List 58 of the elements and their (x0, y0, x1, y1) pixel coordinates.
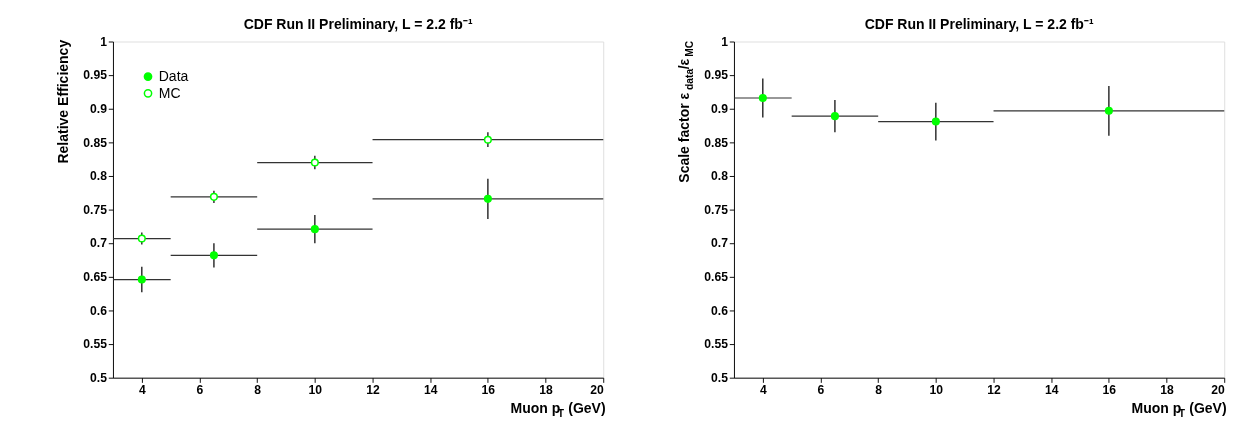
x-tick-label: 4 (759, 383, 767, 398)
y-tick-label: 0.75 (83, 202, 108, 217)
point (310, 225, 319, 234)
y-tick-label: 0.7 (90, 236, 108, 251)
x-tick-label: 8 (875, 383, 883, 398)
x-tick-label: 16 (481, 383, 496, 398)
x-tick-label: 16 (1102, 383, 1117, 398)
y-tick-label: 0.5 (711, 370, 729, 385)
y-tick-label: 0.5 (90, 370, 108, 385)
y-tick-label: 0.9 (711, 101, 729, 116)
point (483, 135, 492, 144)
point (758, 93, 767, 103)
point (209, 192, 218, 201)
y-tick-label: 0.6 (90, 303, 108, 318)
x-tick-label: 18 (539, 383, 554, 398)
y-tick-label: 0.95 (83, 68, 108, 83)
y-tick-label: 1 (100, 34, 108, 49)
x-tick-label: 14 (423, 383, 438, 398)
x-tick-label: 12 (987, 383, 1001, 398)
y-tick-label: 0.85 (704, 135, 729, 150)
legend-label: Data (158, 68, 189, 85)
point (1104, 106, 1113, 115)
point (931, 117, 940, 126)
point (310, 158, 319, 167)
x-tick-label: 18 (1160, 383, 1175, 398)
y-tick-label: 0.9 (90, 101, 108, 116)
chart-title: CDF Run II Preliminary, L = 2.2 fb⁻¹ (864, 16, 1094, 33)
x-tick-label: 8 (254, 383, 262, 398)
y-tick-label: 0.75 (704, 202, 729, 217)
y-tick-label: 0.55 (704, 337, 729, 352)
x-tick-label: 6 (196, 383, 204, 398)
y-tick-label: 0.55 (83, 337, 108, 352)
x-tick-label: 14 (1044, 383, 1059, 398)
x-tick-label: 4 (138, 383, 146, 398)
y-tick-label: 1 (721, 34, 729, 49)
point (209, 251, 218, 260)
x-tick-label: 10 (308, 383, 323, 398)
x-tick-label: 20 (590, 383, 604, 398)
x-tick-label: 6 (817, 383, 825, 398)
y-axis-title: Relative Efficiency (55, 39, 72, 164)
y-tick-label: 0.7 (711, 236, 729, 251)
y-tick-label: 0.6 (711, 303, 729, 318)
y-tick-label: 0.85 (83, 135, 108, 150)
chart-title: CDF Run II Preliminary, L = 2.2 fb⁻¹ (243, 16, 473, 33)
x-tick-label: 20 (1211, 383, 1225, 398)
y-tick-label: 0.95 (704, 68, 729, 83)
y-tick-label: 0.65 (83, 270, 108, 285)
y-tick-label: 0.8 (711, 169, 729, 184)
x-tick-label: 10 (929, 383, 944, 398)
point (830, 112, 839, 121)
y-tick-label: 0.8 (90, 169, 108, 184)
x-tick-label: 12 (366, 383, 380, 398)
point (137, 275, 146, 284)
legend-label: MC (158, 85, 181, 102)
point (483, 194, 492, 203)
y-tick-label: 0.65 (704, 270, 729, 285)
y-axis-title: Scale factor εdata/εMC (676, 40, 695, 183)
point (137, 234, 146, 243)
